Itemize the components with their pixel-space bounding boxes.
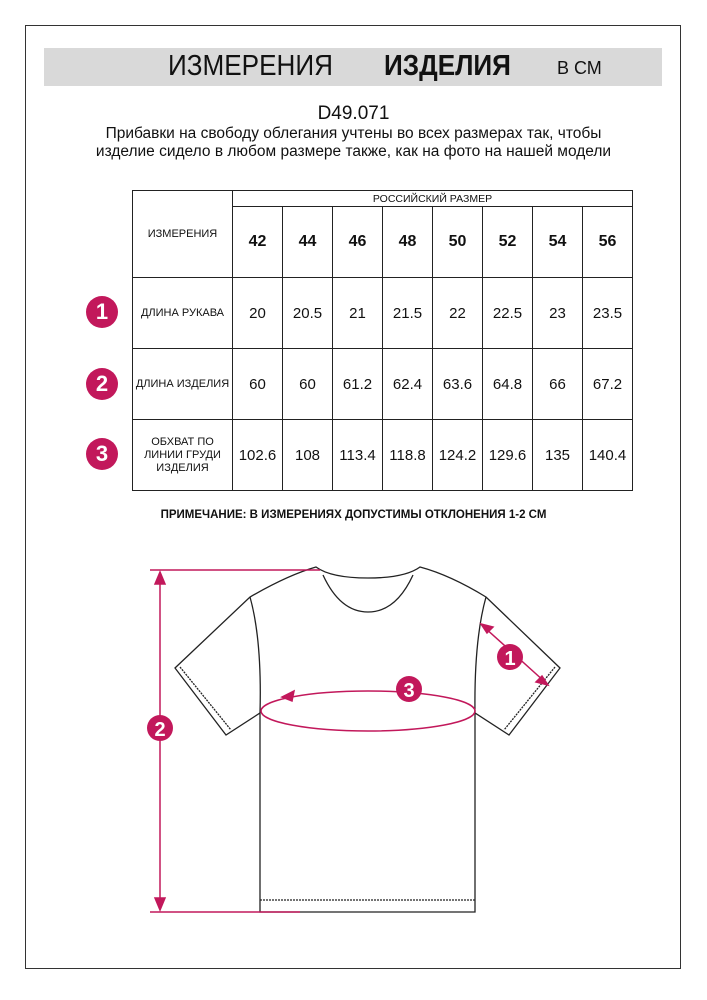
row-label: ДЛИНА ИЗДЕЛИЯ [132,348,233,420]
tshirt-outline [174,566,561,913]
table-cell: 118.8 [382,419,433,491]
row-label: ДЛИНА РУКАВА [132,277,233,349]
table-cell: 20 [232,277,283,349]
size-header: 48 [382,206,433,278]
page-frame [25,25,681,969]
description: Прибавки на свободу облегания учтены во … [95,125,612,160]
table-cell: 64.8 [482,348,533,420]
table-cell: 20.5 [282,277,333,349]
table-cell: 140.4 [582,419,633,491]
table-cell: 23 [532,277,583,349]
size-table: ИЗМЕРЕНИЯ РОССИЙСКИЙ РАЗМЕР 42 44 46 48 50 52… [132,190,633,491]
table-cell: 21 [332,277,383,349]
marker-2: 2 [154,719,165,741]
badge-1: 1 [86,296,118,328]
product-code: D49.071 [317,103,390,124]
title-regular: ИЗМЕРЕНИЯ [168,50,333,82]
group-header: РОССИЙСКИЙ РАЗМЕР [232,190,633,207]
size-header: 44 [282,206,333,278]
measure-lines [150,569,550,913]
table-cell: 102.6 [232,419,283,491]
header-band [44,48,662,86]
table-cell: 135 [532,419,583,491]
table-cell: 60 [232,348,283,420]
marker-3: 3 [403,680,414,702]
note: ПРИМЕЧАНИЕ: В ИЗМЕРЕНИЯХ ДОПУСТИМЫ ОТКЛО… [160,509,547,521]
badge-2: 2 [86,368,118,400]
table-cell: 66 [532,348,583,420]
row-label: ОБХВАТ ПО ЛИНИИ ГРУДИ ИЗДЕЛИЯ [132,419,233,491]
table-cell: 63.6 [432,348,483,420]
badge-3: 3 [86,438,118,470]
table-cell: 67.2 [582,348,633,420]
marker-1: 1 [504,648,515,670]
size-header: 42 [232,206,283,278]
size-header: 56 [582,206,633,278]
table-cell: 22 [432,277,483,349]
title-bold: ИЗДЕЛИЯ [384,50,511,82]
title-unit: В СМ [557,58,602,78]
size-header: 52 [482,206,533,278]
table-cell: 124.2 [432,419,483,491]
diagram-markers: 2 3 1 [147,644,523,741]
table-cell: 23.5 [582,277,633,349]
size-header: 46 [332,206,383,278]
